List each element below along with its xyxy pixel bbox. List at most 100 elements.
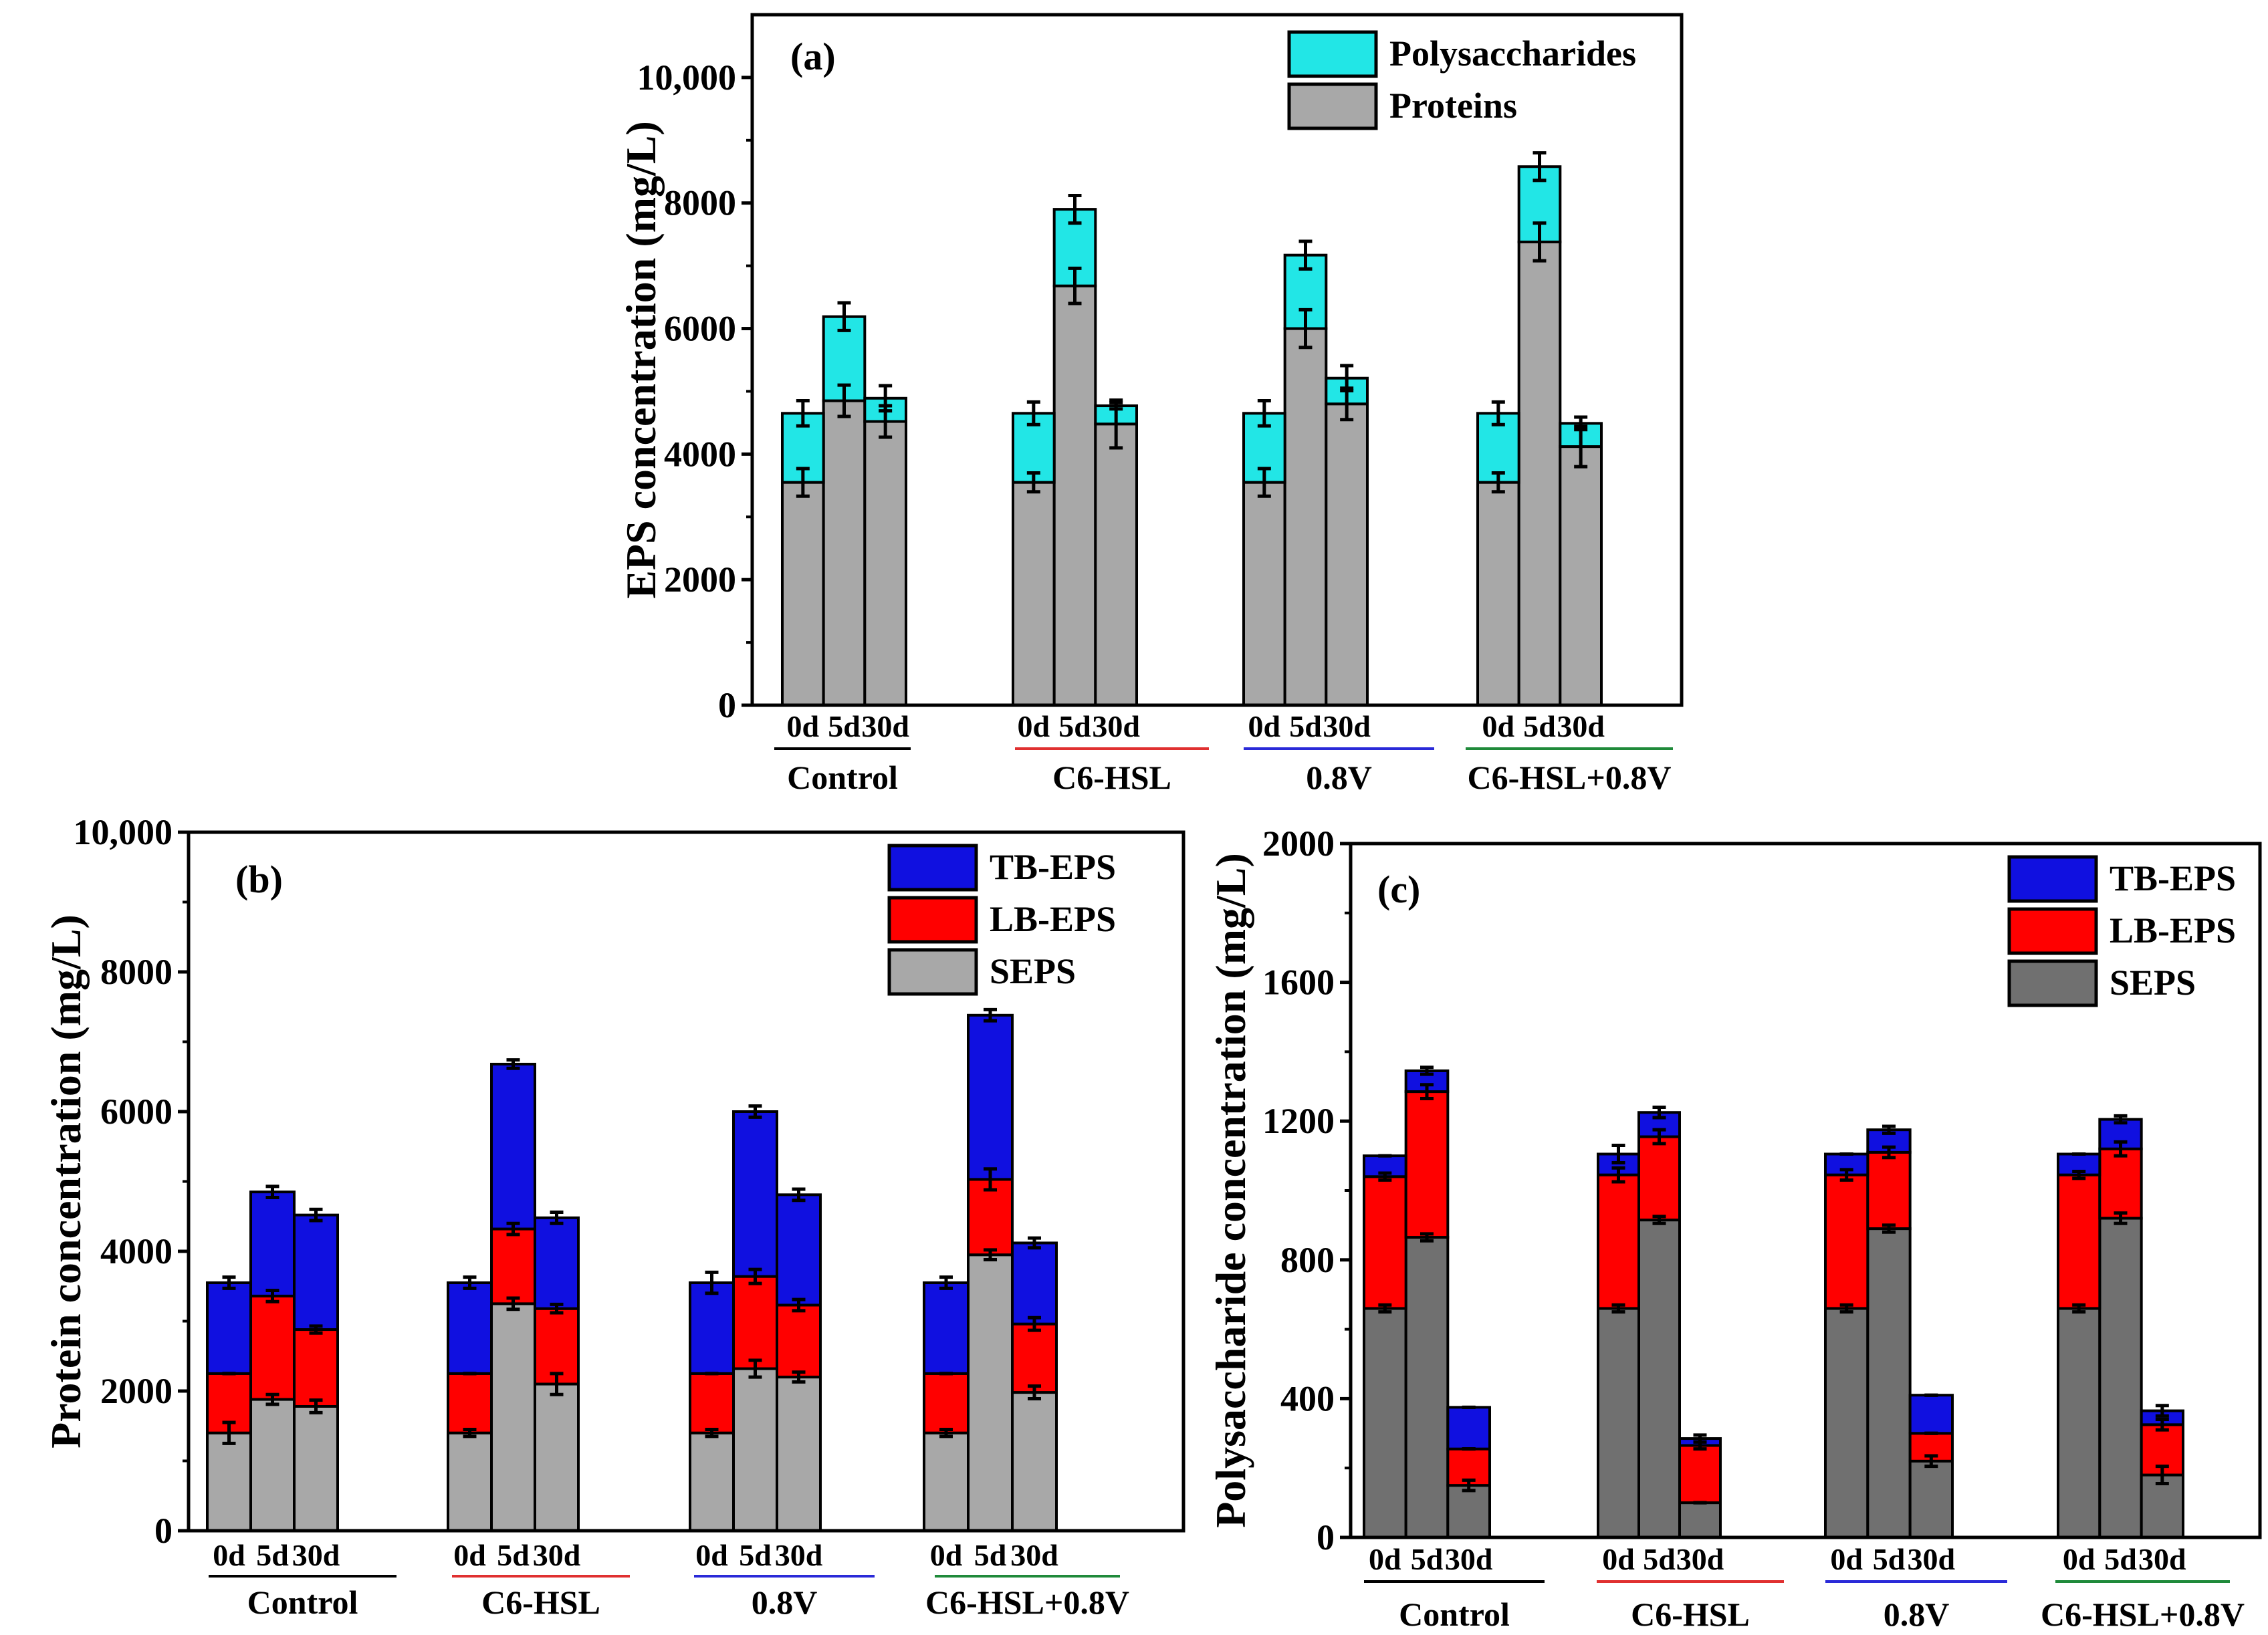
x-group-label-c: C6-HSL+0.8V <box>2041 1596 2245 1633</box>
x-category-label-c: 30d <box>1445 1542 1493 1576</box>
bar-a-proteins-4 <box>1052 284 1097 707</box>
error-bar-b-2-8 <box>792 1187 806 1203</box>
error-bar-c-1-3 <box>1611 1166 1625 1184</box>
y-tick-label-a: 0 <box>718 685 736 725</box>
error-bar-c-0-2 <box>1462 1478 1476 1493</box>
error-bar-a-1-10 <box>1533 151 1547 182</box>
error-bar-c-0-11 <box>2155 1465 2169 1486</box>
error-bar-c-0-0 <box>1378 1303 1392 1314</box>
error-bar-c-0-7 <box>1882 1223 1896 1234</box>
error-bar-b-0-11 <box>1028 1384 1041 1400</box>
bar-b-seps-1 <box>249 1398 296 1533</box>
bar-b-seps-5 <box>534 1382 580 1533</box>
y-tick-label-a: 4000 <box>664 434 736 474</box>
bar-b-seps-4 <box>490 1302 536 1532</box>
x-group-label-a: Control <box>787 759 898 796</box>
legend-label-b: SEPS <box>990 951 1076 991</box>
x-category-label-c: 0d <box>1369 1542 1401 1576</box>
error-bar-c-1-11 <box>2155 1418 2169 1432</box>
error-bar-c-1-1 <box>1420 1083 1434 1100</box>
bar-a-proteins-10 <box>1517 240 1562 707</box>
bar-a-proteins-6 <box>1242 481 1286 707</box>
legend-swatch-b-2 <box>887 844 978 892</box>
y-tick-label-c: 0 <box>1317 1517 1335 1557</box>
y-tick-label-b: 10,000 <box>74 812 173 852</box>
x-category-label-c: 30d <box>2138 1542 2186 1576</box>
y-tick-label-a: 10,000 <box>637 57 737 98</box>
legend-swatch-b-0 <box>887 948 978 996</box>
x-group-label-a: C6-HSL <box>1052 759 1171 796</box>
y-tick-label-a: 2000 <box>664 559 736 600</box>
bar-b-tb-eps-10 <box>967 1013 1014 1181</box>
legend-swatch-c-1 <box>2007 907 2098 955</box>
x-category-label-b: 30d <box>533 1538 581 1572</box>
error-bar-c-2-3 <box>1611 1144 1625 1164</box>
bar-c-lb-eps-6 <box>1824 1173 1869 1310</box>
error-bar-b-0-4 <box>506 1296 520 1311</box>
error-bar-b-0-10 <box>984 1248 997 1262</box>
bar-b-tb-eps-2 <box>293 1213 339 1332</box>
bar-a-proteins-3 <box>1012 481 1056 707</box>
error-bar-a-1-0 <box>796 399 810 428</box>
error-bar-b-0-6 <box>705 1427 719 1438</box>
bar-b-lb-eps-3 <box>447 1372 493 1434</box>
x-category-label-b: 0d <box>930 1538 963 1572</box>
error-bar-b-2-10 <box>984 1007 997 1023</box>
error-bar-b-2-7 <box>748 1104 762 1119</box>
bar-b-seps-0 <box>206 1431 252 1532</box>
error-bar-b-2-4 <box>506 1058 520 1070</box>
x-category-label-a: 0d <box>1018 709 1050 743</box>
error-bar-a-1-6 <box>1257 399 1271 428</box>
error-bar-a-1-2 <box>879 384 893 413</box>
error-bar-c-1-0 <box>1378 1171 1392 1182</box>
x-category-label-a: 5d <box>1058 709 1091 743</box>
y-tick-label-c: 2000 <box>1262 824 1335 864</box>
error-bar-b-1-8 <box>792 1297 806 1313</box>
bar-b-seps-6 <box>689 1431 735 1532</box>
bar-c-seps-0 <box>1363 1307 1407 1539</box>
bar-a-proteins-9 <box>1476 481 1520 707</box>
bar-c-tb-eps-8 <box>1908 1394 1954 1435</box>
y-tick-label-a: 6000 <box>664 309 736 349</box>
bar-a-proteins-2 <box>863 420 908 707</box>
bar-c-lb-eps-10 <box>2098 1147 2143 1220</box>
x-group-label-c: 0.8V <box>1884 1596 1950 1633</box>
bar-c-lb-eps-3 <box>1597 1173 1640 1310</box>
x-category-label-b: 30d <box>1010 1538 1058 1572</box>
error-bar-b-2-3 <box>463 1275 477 1290</box>
bar-c-lb-eps-7 <box>1866 1150 1912 1231</box>
error-bar-b-2-9 <box>939 1275 953 1290</box>
panel-label-b: (b) <box>235 858 283 901</box>
error-bar-b-2-11 <box>1028 1236 1041 1250</box>
bar-b-lb-eps-2 <box>293 1328 339 1408</box>
legend-swatch-a-0 <box>1287 82 1378 130</box>
error-bar-b-1-10 <box>984 1167 997 1192</box>
error-bar-c-0-9 <box>2072 1303 2086 1314</box>
bar-b-seps-2 <box>293 1404 339 1532</box>
bar-b-tb-eps-9 <box>923 1281 970 1375</box>
error-bar-c-1-10 <box>2114 1140 2128 1158</box>
bar-b-lb-eps-1 <box>249 1294 296 1401</box>
bar-a-proteins-11 <box>1559 445 1603 707</box>
x-category-label-a: 0d <box>1248 709 1281 743</box>
error-bar-b-1-1 <box>265 1289 279 1303</box>
x-group-label-c: Control <box>1399 1596 1510 1633</box>
error-bar-b-0-9 <box>939 1427 953 1438</box>
y-axis-title-c: Polysaccharide concentration (mg/L) <box>1207 853 1254 1528</box>
error-bar-b-2-1 <box>265 1184 279 1200</box>
x-category-label-a: 30d <box>1092 709 1140 743</box>
error-bar-b-0-1 <box>265 1392 279 1406</box>
bar-c-tb-eps-2 <box>1446 1406 1491 1451</box>
error-bar-a-1-1 <box>837 301 851 332</box>
x-category-label-a: 5d <box>828 709 861 743</box>
bar-b-tb-eps-11 <box>1011 1241 1058 1326</box>
bar-c-seps-2 <box>1446 1484 1491 1539</box>
x-category-label-b: 30d <box>775 1538 823 1572</box>
error-bar-a-1-5 <box>1109 400 1123 411</box>
error-bar-c-0-8 <box>1924 1454 1938 1469</box>
bar-a-proteins-8 <box>1325 402 1369 707</box>
error-bar-a-0-1 <box>837 383 851 418</box>
bar-b-lb-eps-4 <box>490 1227 536 1305</box>
legend-swatch-a-1 <box>1287 30 1378 78</box>
bar-c-seps-6 <box>1824 1307 1869 1539</box>
